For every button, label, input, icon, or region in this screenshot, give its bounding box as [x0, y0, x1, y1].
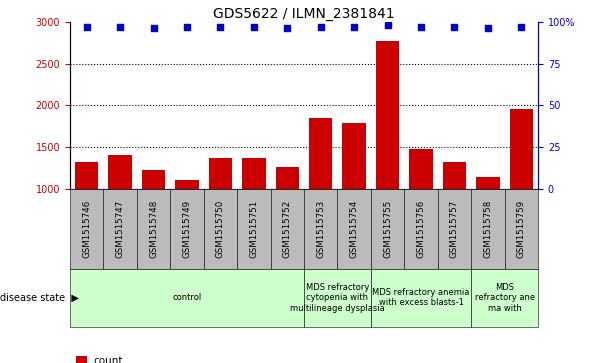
Bar [175, 180, 199, 189]
Text: GSM1515752: GSM1515752 [283, 200, 292, 258]
Bar [209, 158, 232, 189]
Text: GSM1515750: GSM1515750 [216, 200, 225, 258]
Point [449, 24, 460, 30]
Text: GSM1515757: GSM1515757 [450, 200, 459, 258]
Bar [476, 177, 500, 189]
Point [148, 25, 158, 31]
Text: GSM1515755: GSM1515755 [383, 200, 392, 258]
Text: count: count [93, 356, 123, 363]
Bar [376, 41, 399, 189]
Bar [409, 149, 433, 189]
Title: GDS5622 / ILMN_2381841: GDS5622 / ILMN_2381841 [213, 7, 395, 21]
Bar [275, 167, 299, 189]
Point [349, 24, 359, 30]
Point [215, 24, 225, 30]
Text: GSM1515748: GSM1515748 [149, 200, 158, 258]
Text: GSM1515759: GSM1515759 [517, 200, 526, 258]
Text: GSM1515746: GSM1515746 [82, 200, 91, 258]
Point [517, 24, 527, 30]
Bar [108, 155, 132, 189]
Text: GSM1515756: GSM1515756 [416, 200, 426, 258]
Text: GSM1515747: GSM1515747 [116, 200, 125, 258]
Point [115, 24, 125, 30]
Point [182, 24, 192, 30]
Bar [510, 109, 533, 189]
Bar [75, 162, 98, 189]
Bar [342, 123, 366, 189]
Text: GSM1515758: GSM1515758 [483, 200, 492, 258]
Point [483, 25, 493, 31]
Bar [242, 158, 266, 189]
Point [282, 25, 292, 31]
Point [316, 24, 326, 30]
Text: MDS
refractory ane
ma with: MDS refractory ane ma with [475, 283, 534, 313]
Bar [443, 162, 466, 189]
Text: MDS refractory anemia
with excess blasts-1: MDS refractory anemia with excess blasts… [372, 288, 470, 307]
Text: control: control [172, 293, 202, 302]
Text: GSM1515749: GSM1515749 [182, 200, 192, 258]
Text: disease state  ▶: disease state ▶ [0, 293, 79, 303]
Bar [309, 118, 333, 189]
Text: GSM1515754: GSM1515754 [350, 200, 359, 258]
Bar [142, 170, 165, 189]
Text: MDS refractory
cytopenia with
multilineage dysplasia: MDS refractory cytopenia with multilinea… [290, 283, 385, 313]
Point [81, 24, 91, 30]
Point [383, 22, 393, 28]
Point [416, 24, 426, 30]
Text: GSM1515753: GSM1515753 [316, 200, 325, 258]
Point [249, 24, 259, 30]
Text: GSM1515751: GSM1515751 [249, 200, 258, 258]
